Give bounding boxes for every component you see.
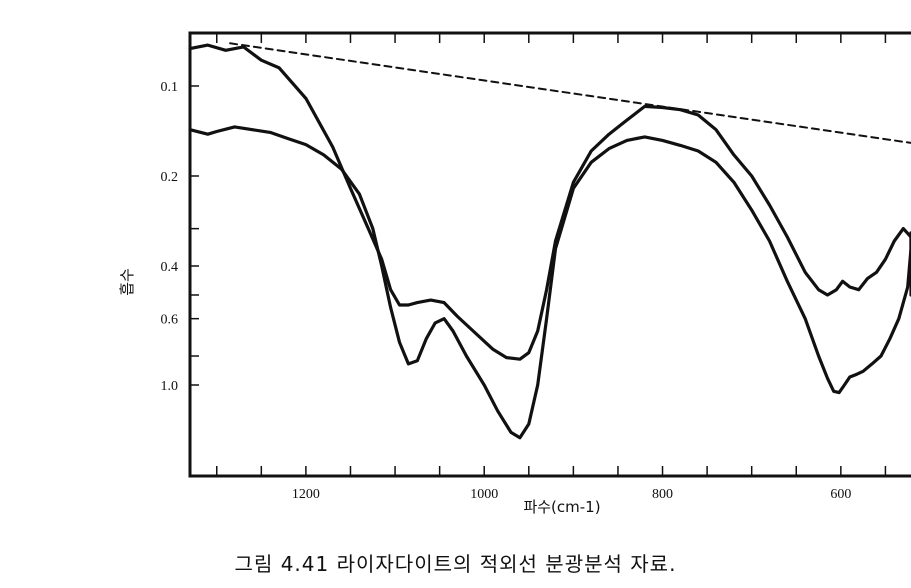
figure-caption: 그림 4.41 라이자다이트의 적외선 분광분석 자료. <box>234 552 677 576</box>
spectrum-series <box>188 42 911 440</box>
y-tick-label: 0.1 <box>161 80 179 95</box>
baseline-dashed-line <box>229 42 911 144</box>
x-axis-ticks: 1200 1000 800 600 <box>215 33 887 502</box>
y-tick-label: 0.2 <box>161 170 179 185</box>
spectrum-line-1 <box>188 43 911 361</box>
plot-frame <box>188 31 911 478</box>
spectrum-line-2 <box>188 125 911 440</box>
x-tick-label: 1000 <box>470 487 498 502</box>
x-tick-label: 800 <box>652 487 673 502</box>
y-tick-label: 1.0 <box>161 379 179 394</box>
y-axis-title: 흡수 <box>118 268 136 296</box>
x-axis-title: 파수(cm-1) <box>523 498 600 516</box>
y-tick-label: 0.6 <box>161 313 179 328</box>
plot-border <box>188 31 911 478</box>
y-axis-ticks: 0.1 0.2 0.4 0.6 1.0 <box>161 80 199 394</box>
y-tick-label: 0.4 <box>161 260 179 275</box>
x-tick-label: 600 <box>830 487 851 502</box>
x-tick-label: 1200 <box>292 487 320 502</box>
